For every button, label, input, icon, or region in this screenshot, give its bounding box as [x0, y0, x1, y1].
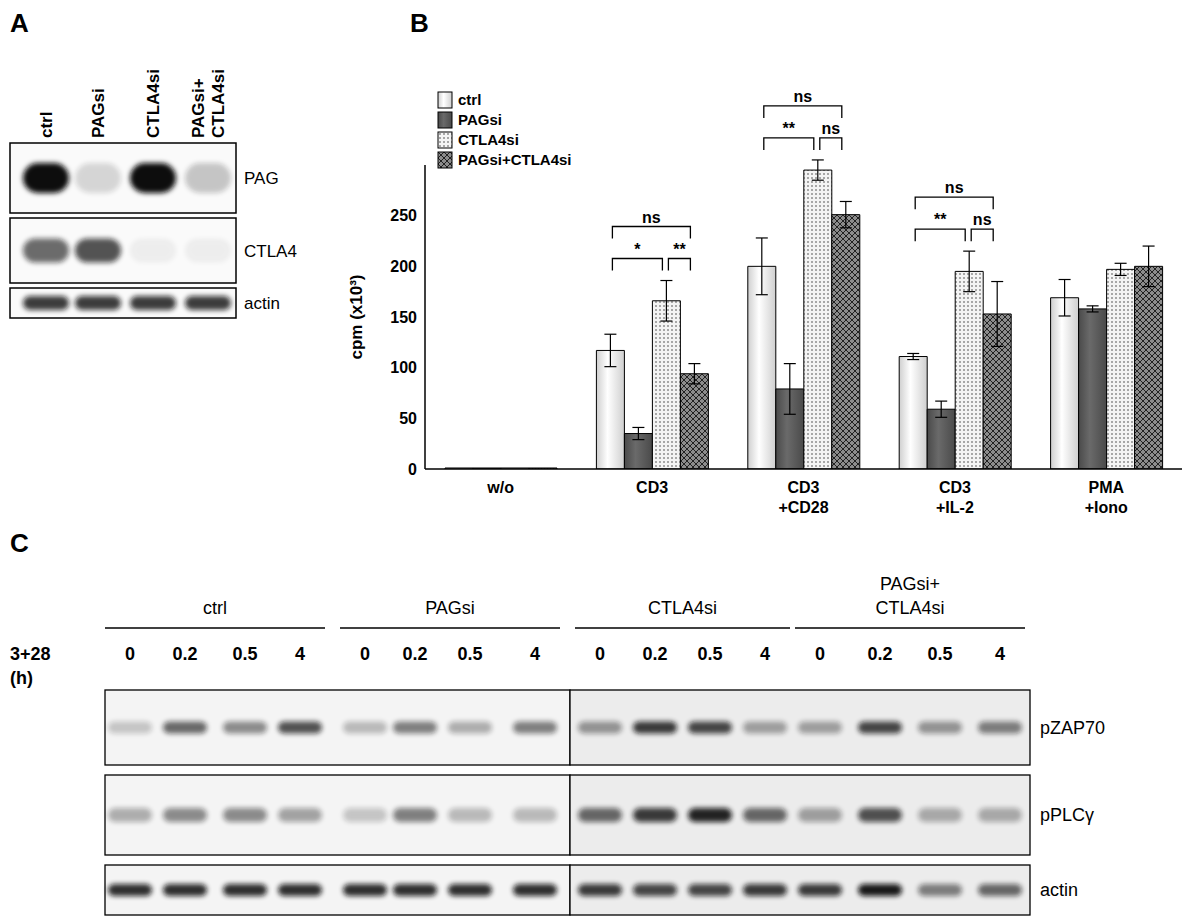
svg-text:ctrl: ctrl — [37, 112, 56, 138]
svg-text:0.2: 0.2 — [867, 644, 892, 664]
svg-text:100: 100 — [390, 359, 417, 376]
svg-text:actin: actin — [244, 294, 280, 313]
svg-text:0: 0 — [595, 644, 605, 664]
svg-text:0.5: 0.5 — [697, 644, 722, 664]
svg-text:0.2: 0.2 — [642, 644, 667, 664]
svg-text:0.2: 0.2 — [172, 644, 197, 664]
svg-text:CTLA4: CTLA4 — [244, 242, 297, 261]
svg-text:PMA+Iono: PMA+Iono — [1085, 479, 1128, 516]
svg-text:3+28: 3+28 — [10, 644, 51, 664]
svg-text:pZAP70: pZAP70 — [1040, 718, 1105, 738]
svg-text:CTLA4si: CTLA4si — [458, 131, 519, 148]
svg-text:A: A — [10, 8, 29, 38]
svg-text:(h): (h) — [10, 668, 33, 688]
svg-text:4: 4 — [530, 644, 540, 664]
svg-text:pPLCγ: pPLCγ — [1040, 805, 1094, 825]
svg-text:actin: actin — [1040, 880, 1078, 900]
svg-text:0: 0 — [360, 644, 370, 664]
svg-text:CD3+CD28: CD3+CD28 — [778, 479, 828, 516]
svg-text:0: 0 — [815, 644, 825, 664]
svg-text:B: B — [410, 8, 429, 38]
svg-text:PAGsi+: PAGsi+ — [189, 78, 208, 138]
svg-text:C: C — [10, 528, 29, 558]
svg-text:CTLA4si: CTLA4si — [648, 598, 717, 618]
svg-text:200: 200 — [390, 258, 417, 275]
svg-text:0: 0 — [125, 644, 135, 664]
svg-text:**: ** — [783, 120, 796, 137]
svg-text:4: 4 — [295, 644, 305, 664]
svg-text:CTLA4si: CTLA4si — [209, 69, 228, 138]
svg-text:ns: ns — [642, 209, 661, 226]
svg-text:ns: ns — [793, 88, 812, 105]
svg-text:PAGsi: PAGsi — [89, 88, 108, 138]
svg-text:ns: ns — [945, 179, 964, 196]
svg-text:PAGsi+: PAGsi+ — [880, 574, 940, 594]
svg-text:0: 0 — [408, 461, 417, 478]
svg-text:PAGsi+CTLA4si: PAGsi+CTLA4si — [458, 151, 572, 168]
svg-text:**: ** — [673, 241, 686, 258]
svg-text:CTLA4si: CTLA4si — [144, 69, 163, 138]
svg-text:0.5: 0.5 — [232, 644, 257, 664]
svg-text:*: * — [634, 241, 641, 258]
svg-text:150: 150 — [390, 309, 417, 326]
svg-text:250: 250 — [390, 207, 417, 224]
svg-text:ns: ns — [973, 211, 992, 228]
svg-text:PAGsi: PAGsi — [458, 111, 502, 128]
svg-text:4: 4 — [760, 644, 770, 664]
svg-text:ns: ns — [821, 120, 840, 137]
svg-text:CD3: CD3 — [636, 479, 668, 496]
svg-text:0.2: 0.2 — [402, 644, 427, 664]
svg-text:cpm (x10³): cpm (x10³) — [347, 274, 366, 359]
svg-text:**: ** — [934, 211, 947, 228]
svg-text:4: 4 — [995, 644, 1005, 664]
svg-text:50: 50 — [399, 410, 417, 427]
svg-text:0.5: 0.5 — [927, 644, 952, 664]
svg-text:PAG: PAG — [244, 169, 279, 188]
svg-text:CTLA4si: CTLA4si — [875, 598, 944, 618]
svg-text:PAGsi: PAGsi — [425, 598, 475, 618]
svg-text:w/o: w/o — [486, 479, 514, 496]
svg-text:ctrl: ctrl — [458, 91, 481, 108]
svg-text:0.5: 0.5 — [457, 644, 482, 664]
svg-text:CD3+IL-2: CD3+IL-2 — [936, 479, 974, 516]
svg-text:ctrl: ctrl — [203, 598, 227, 618]
